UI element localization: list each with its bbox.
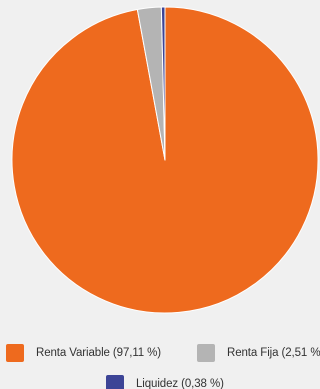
legend-item-renta-variable[interactable]: Renta Variable (97,11 %) bbox=[6, 343, 161, 363]
chart-legend: Renta Variable (97,11 %) Renta Fija (2,5… bbox=[0, 340, 320, 389]
legend-label: Renta Variable (97,11 %) bbox=[36, 347, 162, 359]
legend-label: Liquidez (0,38 %) bbox=[136, 378, 224, 389]
pie-chart bbox=[11, 6, 319, 314]
legend-item-renta-fija[interactable]: Renta Fija (2,51 % bbox=[197, 343, 320, 363]
pie-slice-liquidez[interactable] bbox=[160, 6, 166, 161]
legend-swatch bbox=[6, 344, 24, 362]
legend-swatch bbox=[106, 375, 124, 389]
legend-swatch bbox=[197, 344, 215, 362]
legend-item-liquidez[interactable]: Liquidez (0,38 %) bbox=[106, 374, 224, 389]
legend-label: Renta Fija (2,51 % bbox=[227, 347, 320, 359]
